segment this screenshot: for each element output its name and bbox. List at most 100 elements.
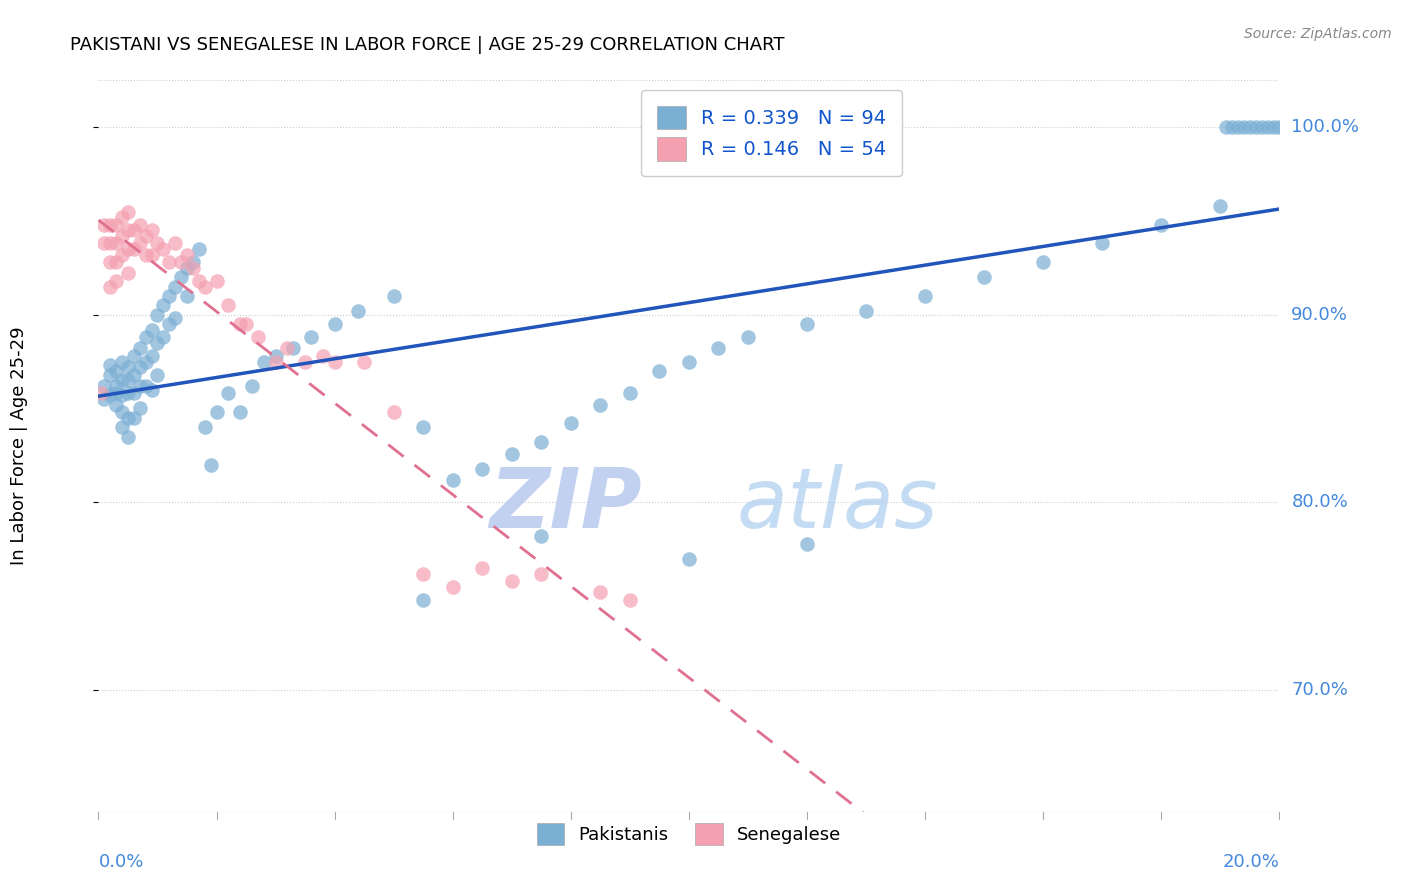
Point xyxy=(619,386,641,401)
Point xyxy=(619,592,641,607)
Point xyxy=(382,289,405,303)
Text: atlas: atlas xyxy=(737,464,938,545)
Point xyxy=(111,248,134,262)
Point xyxy=(117,223,139,237)
Point xyxy=(98,368,121,382)
Point xyxy=(737,330,759,344)
Point xyxy=(530,435,553,450)
Point xyxy=(471,561,494,575)
Point xyxy=(117,360,139,375)
Point xyxy=(128,342,150,356)
Point xyxy=(141,349,163,363)
Point xyxy=(98,236,121,251)
Point xyxy=(105,379,128,393)
Point xyxy=(229,405,252,419)
Point xyxy=(560,417,582,431)
Point xyxy=(235,317,257,331)
Point xyxy=(200,458,222,472)
Point xyxy=(105,255,128,269)
Text: 20.0%: 20.0% xyxy=(1223,853,1279,871)
Point xyxy=(157,317,180,331)
Point xyxy=(128,218,150,232)
Point xyxy=(412,420,434,434)
Legend: Pakistanis, Senegalese: Pakistanis, Senegalese xyxy=(527,814,851,854)
Point xyxy=(152,298,174,312)
Point xyxy=(93,218,115,232)
Point xyxy=(98,218,121,232)
Point xyxy=(412,566,434,581)
Point xyxy=(105,364,128,378)
Point xyxy=(122,410,145,425)
Point xyxy=(141,323,163,337)
Text: 100.0%: 100.0% xyxy=(1291,118,1360,136)
Point xyxy=(111,388,134,402)
Point xyxy=(111,210,134,224)
Point xyxy=(1239,120,1261,135)
Point xyxy=(501,446,523,460)
Point xyxy=(299,330,322,344)
Point xyxy=(98,279,121,293)
Point xyxy=(276,342,298,356)
Point xyxy=(253,354,276,368)
Point xyxy=(589,398,612,412)
Point xyxy=(128,401,150,416)
Point xyxy=(117,267,139,281)
Point xyxy=(135,379,157,393)
Point xyxy=(412,592,434,607)
Point xyxy=(1209,199,1232,213)
Point xyxy=(90,386,112,401)
Point xyxy=(122,223,145,237)
Point xyxy=(152,330,174,344)
Point xyxy=(135,248,157,262)
Point xyxy=(146,368,169,382)
Point xyxy=(1244,120,1267,135)
Text: 90.0%: 90.0% xyxy=(1291,306,1348,324)
Point xyxy=(194,279,217,293)
Point xyxy=(353,354,375,368)
Point xyxy=(229,317,252,331)
Point xyxy=(165,236,187,251)
Point xyxy=(323,317,346,331)
Point xyxy=(146,335,169,350)
Point xyxy=(205,274,228,288)
Point xyxy=(347,304,370,318)
Point xyxy=(973,270,995,285)
Point xyxy=(146,308,169,322)
Point xyxy=(111,405,134,419)
Point xyxy=(165,279,187,293)
Point xyxy=(264,354,287,368)
Point xyxy=(1263,120,1285,135)
Point xyxy=(1150,218,1173,232)
Text: PAKISTANI VS SENEGALESE IN LABOR FORCE | AGE 25-29 CORRELATION CHART: PAKISTANI VS SENEGALESE IN LABOR FORCE |… xyxy=(70,36,785,54)
Point xyxy=(128,379,150,393)
Point xyxy=(117,429,139,443)
Point xyxy=(128,360,150,375)
Point xyxy=(146,236,169,251)
Point xyxy=(283,342,305,356)
Point xyxy=(105,274,128,288)
Point xyxy=(122,368,145,382)
Point xyxy=(165,311,187,326)
Point xyxy=(122,349,145,363)
Point xyxy=(157,289,180,303)
Point xyxy=(530,566,553,581)
Point xyxy=(441,580,464,594)
Point xyxy=(105,398,128,412)
Point xyxy=(117,410,139,425)
Point xyxy=(312,349,335,363)
Point xyxy=(796,536,818,550)
Point xyxy=(111,229,134,244)
Point xyxy=(1268,120,1291,135)
Point xyxy=(141,383,163,397)
Point xyxy=(176,248,198,262)
Point xyxy=(855,304,877,318)
Point xyxy=(170,270,193,285)
Text: 0.0%: 0.0% xyxy=(98,853,143,871)
Point xyxy=(323,354,346,368)
Point xyxy=(1227,120,1250,135)
Point xyxy=(187,242,209,256)
Point xyxy=(111,354,134,368)
Point xyxy=(170,255,193,269)
Point xyxy=(111,420,134,434)
Point xyxy=(181,260,204,275)
